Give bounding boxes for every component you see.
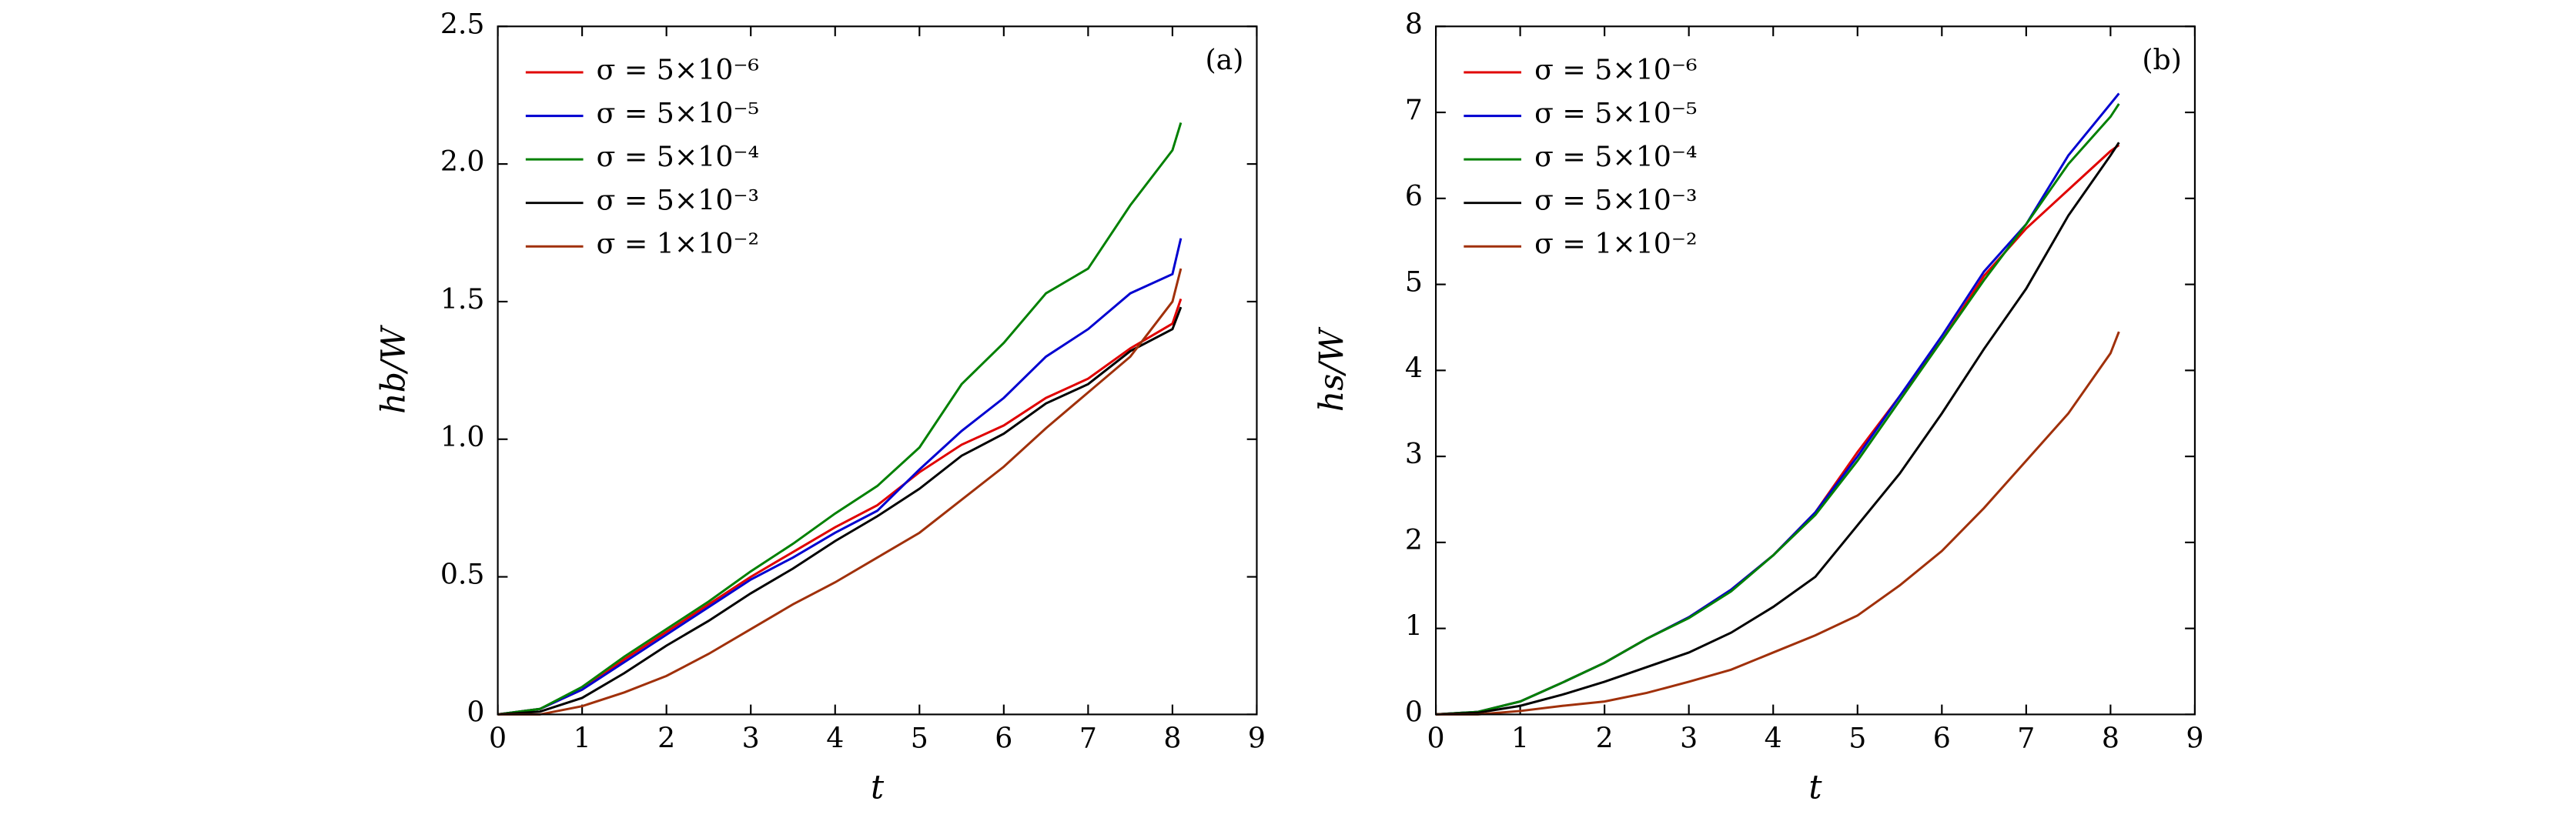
y-tick-label: 6: [1405, 179, 1423, 212]
panel-label: (b): [2142, 43, 2182, 76]
x-tick-label: 0: [1427, 722, 1445, 755]
data-line: [1435, 142, 2120, 716]
data-line: [497, 306, 1183, 716]
y-tick-label: 1: [1405, 609, 1423, 643]
legend-label: σ = 5×10⁻⁶: [597, 53, 760, 86]
x-axis-label: t: [1808, 769, 1822, 807]
data-line: [497, 238, 1183, 716]
legend-label: σ = 5×10⁻⁶: [1534, 53, 1698, 86]
x-tick-label: 5: [1848, 722, 1866, 755]
legend-label: σ = 5×10⁻³: [1534, 184, 1698, 217]
legend-label: σ = 5×10⁻⁵: [597, 97, 760, 130]
plot-frame: [1434, 25, 2196, 716]
x-tick-label: 8: [1163, 722, 1181, 755]
x-tick-label: 1: [574, 722, 591, 755]
y-tick-label: 0: [467, 695, 484, 728]
y-tick-label: 0.5: [440, 558, 485, 591]
y-tick-label: 8: [1405, 7, 1423, 40]
x-tick-label: 6: [995, 722, 1012, 755]
y-tick-label: 1.0: [440, 420, 485, 453]
x-tick-label: 4: [1765, 722, 1782, 755]
x-tick-label: 2: [657, 722, 675, 755]
y-axis-label: hs/W: [1313, 326, 1351, 412]
y-tick-label: 2.0: [440, 145, 485, 178]
y-tick-label: 3: [1405, 437, 1423, 470]
x-tick-label: 6: [1933, 722, 1951, 755]
x-tick-label: 3: [1680, 722, 1698, 755]
data-line: [497, 268, 1183, 716]
x-tick-label: 4: [826, 722, 844, 755]
data-line: [497, 122, 1183, 716]
y-tick-label: 2.5: [440, 7, 485, 40]
panel-label: (a): [1205, 43, 1243, 76]
x-tick-label: 8: [2102, 722, 2119, 755]
plot-frame: [497, 25, 1258, 716]
y-tick-label: 4: [1405, 351, 1423, 384]
x-tick-label: 9: [1248, 722, 1266, 755]
x-axis-label: t: [871, 769, 885, 807]
y-tick-label: 7: [1405, 93, 1423, 126]
data-line: [1436, 331, 2120, 716]
legend-label: σ = 5×10⁻³: [597, 184, 760, 217]
x-tick-label: 2: [1596, 722, 1614, 755]
x-tick-label: 9: [2186, 722, 2203, 755]
y-tick-label: 5: [1405, 265, 1423, 299]
legend-label: σ = 5×10⁻⁴: [597, 140, 760, 173]
legend-label: σ = 1×10⁻²: [597, 227, 760, 260]
x-tick-label: 7: [1079, 722, 1097, 755]
legend-label: σ = 1×10⁻²: [1534, 227, 1698, 260]
y-tick-label: 1.5: [440, 282, 485, 316]
y-tick-label: 0: [1405, 695, 1423, 728]
x-tick-label: 7: [2017, 722, 2035, 755]
y-tick-label: 2: [1405, 523, 1423, 556]
x-tick-label: 5: [911, 722, 928, 755]
y-axis-label: hb/W: [374, 325, 413, 414]
x-tick-label: 0: [489, 722, 507, 755]
legend-label: σ = 5×10⁻⁵: [1534, 97, 1698, 130]
data-line: [1435, 103, 2120, 716]
legend-label: σ = 5×10⁻⁴: [1534, 140, 1698, 173]
data-line: [497, 298, 1183, 716]
x-tick-label: 3: [742, 722, 760, 755]
x-tick-label: 1: [1511, 722, 1529, 755]
